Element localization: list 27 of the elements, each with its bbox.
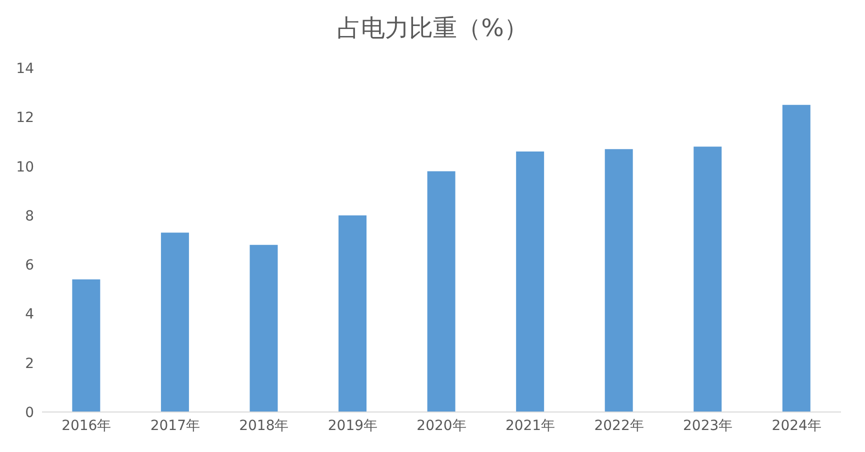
bar: [72, 279, 100, 412]
bar: [250, 244, 278, 412]
x-tick-label: 2020年: [416, 418, 466, 434]
x-tick-label: 2019年: [328, 418, 378, 434]
x-tick-label: 2024年: [772, 418, 822, 434]
y-tick-label: 4: [25, 306, 34, 323]
chart-title: 占电力比重（%）: [336, 13, 529, 44]
bar: [427, 171, 456, 412]
y-tick-label: 0: [25, 404, 34, 421]
x-tick-label: 2018年: [239, 418, 289, 434]
bar: [604, 149, 633, 412]
y-tick-label: 8: [25, 208, 34, 224]
y-tick-label: 10: [16, 159, 34, 176]
x-tick-label: 2017年: [150, 418, 200, 434]
bar: [782, 104, 810, 412]
y-tick-label: 12: [16, 110, 34, 126]
y-tick-label: 14: [16, 60, 34, 77]
bar: [694, 146, 722, 412]
bar: [160, 232, 189, 412]
y-tick-label: 2: [25, 356, 34, 372]
y-tick-label: 6: [25, 258, 34, 274]
x-tick-label: 2022年: [594, 418, 644, 434]
bar: [516, 152, 544, 412]
bar: [338, 215, 367, 412]
x-tick-label: 2016年: [62, 418, 112, 434]
x-tick-label: 2021年: [505, 418, 556, 434]
x-tick-label: 2023年: [683, 418, 733, 434]
